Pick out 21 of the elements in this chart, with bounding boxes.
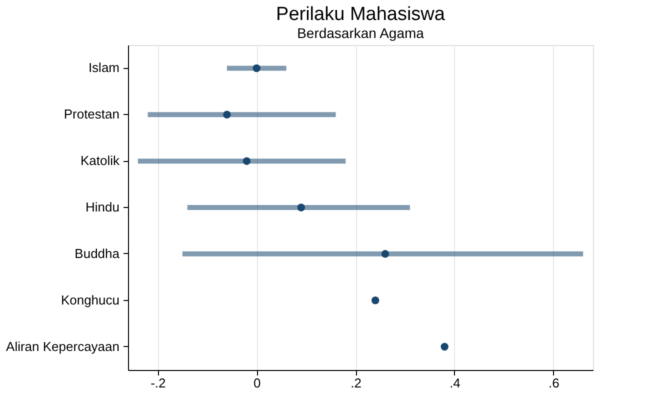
x-tick-label: 0	[254, 376, 261, 390]
x-tick-label: .2	[350, 376, 362, 390]
chart-title: Perilaku Mahasiswa	[276, 4, 446, 25]
chart-subtitle: Berdasarkan Agama	[297, 25, 424, 41]
x-tick-label: .4	[450, 376, 460, 390]
y-tick-label: Hindu	[86, 200, 120, 214]
point	[297, 204, 306, 212]
y-tick-label: Islam	[88, 60, 120, 76]
point	[223, 110, 231, 119]
point	[440, 342, 448, 351]
point	[371, 296, 380, 304]
y-tick-label: Konghucu	[60, 292, 120, 308]
point	[252, 64, 260, 72]
y-tick-label: Katolik	[80, 153, 120, 168]
x-tick-label: .6	[548, 376, 560, 390]
y-tick-label: Aliran Kepercayaan	[6, 338, 120, 354]
y-tick-label: Buddha	[74, 246, 120, 261]
point	[381, 250, 390, 258]
y-tick-label: Protestan	[64, 106, 120, 122]
point	[242, 157, 251, 165]
x-tick-label: -.2	[150, 376, 166, 390]
